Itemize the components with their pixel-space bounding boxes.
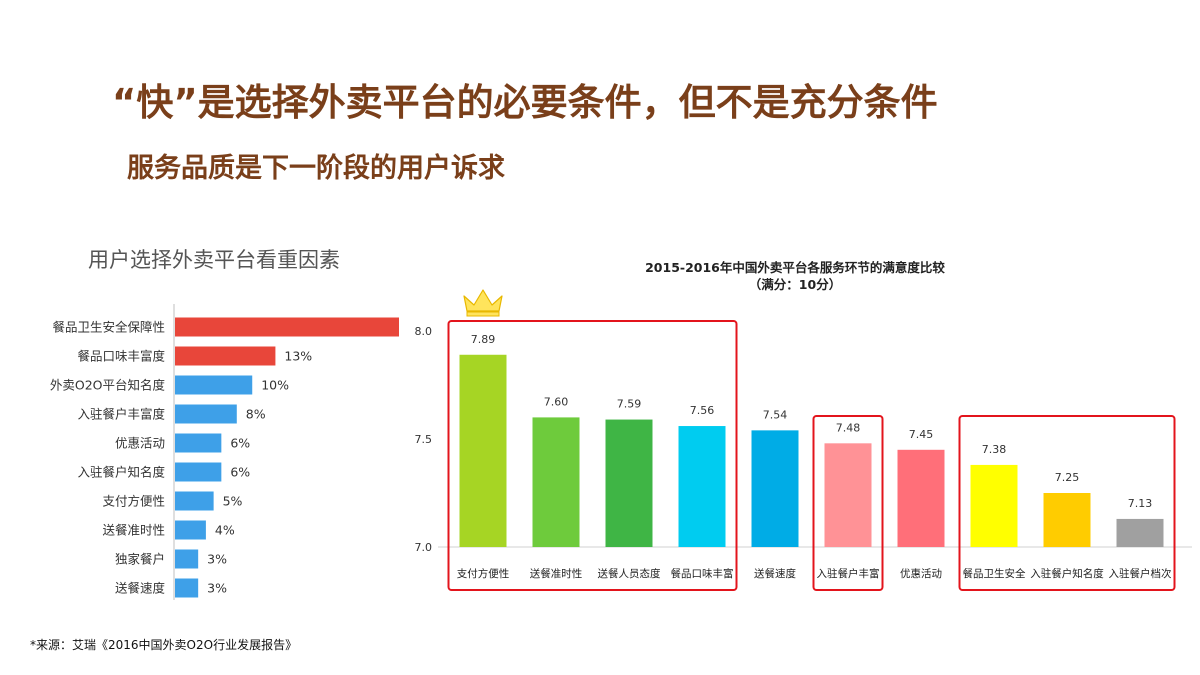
category-label: 入驻餐户丰富 xyxy=(817,567,880,580)
data-label: 3% xyxy=(207,581,227,596)
bar xyxy=(175,433,222,453)
category-label: 餐品口味丰富 xyxy=(671,567,734,580)
bar xyxy=(459,354,507,547)
value-label: 7.45 xyxy=(909,428,934,441)
data-label: 5% xyxy=(223,494,243,509)
category-label: 送餐速度 xyxy=(754,567,796,580)
bar xyxy=(897,449,945,547)
bar xyxy=(175,520,206,540)
highlight-box xyxy=(958,415,1176,591)
category-label: 餐品卫生安全保障性 xyxy=(52,320,165,335)
satisfaction-bar-chart: 8.0 7.5 7.0 7.89 支付方便性 7.60 送餐准时性 7.59 送餐人员态度 7.5… xyxy=(415,289,1192,591)
bar xyxy=(1043,493,1091,547)
data-label: 13% xyxy=(284,349,312,364)
highlight-box xyxy=(812,415,884,591)
value-label: 7.54 xyxy=(763,408,788,421)
value-label: 7.48 xyxy=(836,421,861,434)
satisfaction-chart-subtitle: （满分：10分） xyxy=(748,277,842,292)
data-label: 4% xyxy=(215,523,235,538)
category-label: 入驻餐户丰富度 xyxy=(77,407,165,422)
slide-subtitle: 服务品质是下一阶段的用户诉求 xyxy=(127,153,505,184)
crown-icon-base xyxy=(466,311,500,317)
value-label: 7.25 xyxy=(1055,471,1080,484)
bar xyxy=(175,462,222,482)
category-label: 支付方便性 xyxy=(457,567,510,580)
bar xyxy=(175,491,214,511)
bar xyxy=(175,346,276,366)
bar xyxy=(970,464,1018,547)
category-label: 入驻餐户知名度 xyxy=(1030,567,1104,580)
value-label: 7.89 xyxy=(471,333,496,346)
bar xyxy=(175,578,199,598)
data-label: 10% xyxy=(261,378,289,393)
value-label: 7.38 xyxy=(982,443,1007,456)
bar xyxy=(532,417,580,547)
highlight-box xyxy=(447,320,738,591)
data-label: 6% xyxy=(230,436,250,451)
slide-title: “快”是选择外卖平台的必要条件，但不是充分条件 xyxy=(112,81,938,124)
category-label: 入驻餐户档次 xyxy=(1109,567,1172,580)
value-label: 7.60 xyxy=(544,395,569,408)
crown-icon xyxy=(463,289,503,312)
category-label: 餐品口味丰富度 xyxy=(77,349,165,364)
factors-chart-title: 用户选择外卖平台看重因素 xyxy=(88,248,340,272)
value-label: 7.59 xyxy=(617,398,642,411)
category-label: 送餐人员态度 xyxy=(598,567,661,580)
bar xyxy=(175,375,253,395)
source-note: *来源：艾瑞《2016中国外卖O2O行业发展报告》 xyxy=(30,638,298,652)
satisfaction-chart-title: 2015-2016年中国外卖平台各服务环节的满意度比较 xyxy=(645,260,945,275)
bar xyxy=(678,426,726,547)
bar xyxy=(751,430,799,547)
y-tick-label: 8.0 xyxy=(415,325,433,338)
data-label: 6% xyxy=(230,465,250,480)
category-label: 送餐准时性 xyxy=(102,523,165,538)
category-label: 支付方便性 xyxy=(102,494,165,509)
category-label: 餐品卫生安全 xyxy=(963,567,1026,580)
y-tick-label: 7.0 xyxy=(415,541,433,554)
bar xyxy=(175,317,399,337)
bar xyxy=(824,443,872,547)
satisfaction-chart-title-block: 2015-2016年中国外卖平台各服务环节的满意度比较 （满分：10分） xyxy=(560,259,1030,293)
bar xyxy=(605,419,653,547)
category-label: 优惠活动 xyxy=(115,436,165,451)
y-tick-label: 7.5 xyxy=(415,433,433,446)
category-label: 送餐准时性 xyxy=(530,567,583,580)
bar xyxy=(1116,518,1164,547)
category-label: 外卖O2O平台知名度 xyxy=(50,378,166,393)
category-label: 入驻餐户知名度 xyxy=(77,465,165,480)
value-label: 7.13 xyxy=(1128,497,1153,510)
bar xyxy=(175,404,237,424)
category-label: 独家餐户 xyxy=(115,552,165,567)
category-label: 送餐速度 xyxy=(115,581,166,596)
bar xyxy=(175,549,199,569)
data-label: 3% xyxy=(207,552,227,567)
category-label: 优惠活动 xyxy=(900,567,942,580)
value-label: 7.56 xyxy=(690,404,715,417)
data-label: 8% xyxy=(246,407,266,422)
